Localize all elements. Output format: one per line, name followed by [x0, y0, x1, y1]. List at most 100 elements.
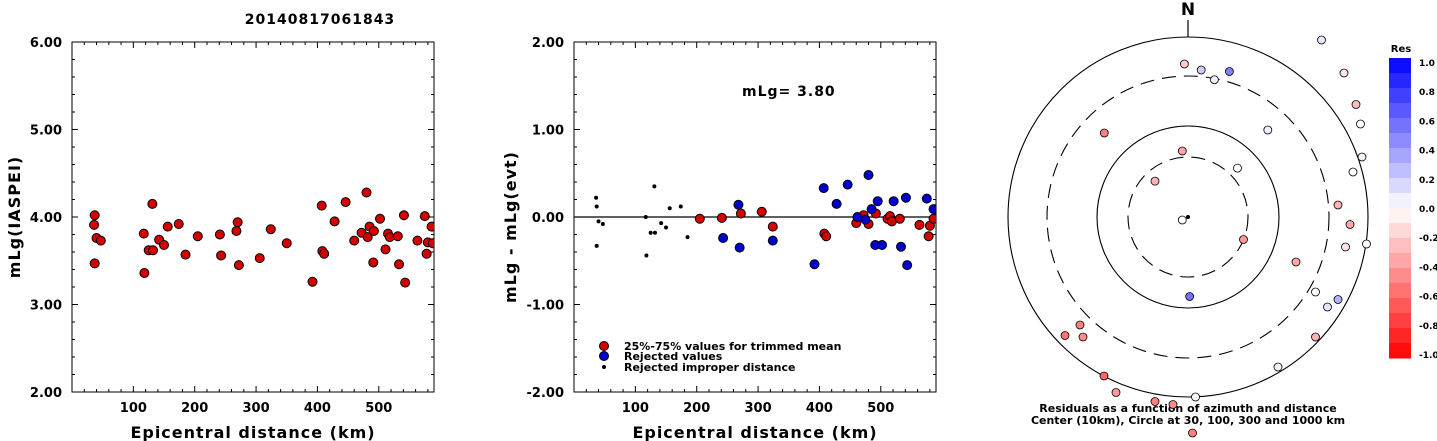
plot2-xtick-label: 300	[744, 401, 771, 416]
data-point	[375, 213, 386, 224]
data-point	[421, 248, 432, 259]
data-point	[716, 212, 727, 223]
data-point	[928, 213, 936, 224]
data-point	[361, 187, 372, 198]
data-point	[329, 216, 340, 227]
data-point	[860, 214, 871, 225]
colorbar-swatch	[1389, 253, 1411, 269]
station-residual-point	[1196, 65, 1206, 75]
data-point	[159, 240, 170, 250]
improper-distance-point	[600, 222, 605, 226]
improper-distance-point	[652, 184, 657, 189]
station-residual-point	[1345, 220, 1355, 229]
plot2-xtick-label: 100	[622, 401, 649, 416]
data-point	[914, 219, 925, 230]
improper-distance-point	[644, 253, 649, 258]
data-point	[412, 235, 423, 246]
plot1-ytick-label: 3.00	[30, 299, 62, 314]
colorbar-tick-label: -1.0	[1419, 351, 1437, 361]
plot1-xtick-label: 300	[242, 401, 269, 416]
plot1-ylabel: mLg(IASPEI)	[5, 156, 24, 278]
plot1-xtick-label: 200	[181, 401, 208, 416]
colorbar-swatch	[1389, 313, 1411, 329]
data-point	[265, 224, 276, 235]
station-residual-point	[1323, 302, 1332, 312]
station-residual-point	[1356, 119, 1365, 129]
improper-distance-point	[594, 243, 599, 248]
data-point	[147, 198, 158, 209]
plot1-points	[89, 187, 434, 288]
data-point	[394, 259, 405, 270]
plot2-ytick-label: 2.00	[532, 36, 564, 51]
plot2-points	[594, 170, 936, 271]
legend-marker-improper	[602, 365, 606, 369]
data-point	[307, 276, 318, 287]
data-point	[872, 196, 883, 207]
station-residual-point	[1210, 75, 1219, 85]
azimuth-residual-plot: N Residuals as a function of azimuth and…	[1007, 0, 1371, 438]
data-point	[349, 235, 360, 246]
station-residual-point	[1357, 152, 1367, 162]
distance-ring	[1046, 75, 1330, 359]
data-point	[928, 204, 936, 215]
station-residual-point	[1099, 371, 1109, 381]
station-residual-point	[1311, 332, 1320, 342]
colorbar-swatch	[1389, 103, 1411, 119]
station-residual-point	[1239, 235, 1248, 244]
data-point	[398, 210, 409, 221]
colorbar-swatch	[1389, 148, 1411, 164]
improper-distance-point	[594, 204, 599, 209]
data-point	[180, 249, 191, 260]
improper-distance-point	[652, 230, 657, 235]
data-point	[89, 258, 100, 269]
data-point	[888, 196, 899, 207]
data-point	[923, 231, 934, 242]
epicenter-dot	[1186, 215, 1190, 219]
colorbar-swatch	[1389, 118, 1411, 134]
data-point	[767, 235, 778, 246]
colorbar-swatch	[1389, 298, 1411, 314]
data-point	[809, 259, 820, 270]
plot2-ytick-label: 1.00	[532, 124, 564, 139]
data-point	[921, 193, 932, 204]
data-point	[95, 235, 106, 246]
colorbar-tick-label: -0.6	[1419, 293, 1437, 303]
improper-distance-point	[678, 204, 683, 209]
colorbar-tick-label: -0.8	[1419, 322, 1437, 332]
improper-distance-point	[594, 195, 599, 200]
plot2-ytick-label: -1.00	[527, 299, 564, 314]
plot2-legend: 25%-75% values for trimmed mean Rejected…	[599, 340, 841, 374]
station-residual-point	[1177, 146, 1187, 156]
colorbar-swatch	[1389, 238, 1411, 254]
colorbar-swatch	[1389, 88, 1411, 104]
data-point	[735, 208, 746, 219]
colorbar-swatch	[1389, 208, 1411, 224]
colorbar-tick-label: 0.4	[1419, 147, 1435, 157]
data-point	[894, 213, 905, 224]
data-point	[734, 242, 745, 253]
polar-caption-line-1: Residuals as a function of azimuth and d…	[1039, 402, 1336, 415]
plot2-xtick-label: 500	[867, 401, 894, 416]
station-residual-point	[1348, 167, 1358, 177]
data-point	[427, 238, 434, 249]
data-point	[362, 232, 373, 243]
improper-distance-point	[648, 230, 653, 235]
station-residual-point	[1273, 362, 1283, 372]
distance-ring	[1096, 125, 1280, 309]
data-point	[866, 204, 877, 215]
residual-colorbar: Res 1.0 0.8 0.6 0.4 0.2 0.0 -0.2 -0.4 -0.6 -0.8 -1…	[1389, 44, 1437, 361]
data-point	[233, 260, 244, 271]
data-point	[232, 217, 243, 228]
plot1-xtick-label: 500	[365, 401, 392, 416]
plot1-xlabel: Epicentral distance (km)	[130, 423, 375, 441]
data-point	[821, 231, 832, 242]
station-residual-point	[1150, 397, 1160, 406]
station-residual-point	[1263, 125, 1273, 135]
station-residual-point	[1333, 200, 1343, 210]
data-point	[877, 240, 888, 250]
colorbar-swatch	[1389, 223, 1411, 239]
station-residual-point	[1362, 239, 1371, 249]
distance-ring	[1127, 156, 1249, 278]
colorbar-swatch	[1389, 73, 1411, 89]
data-point	[139, 268, 150, 278]
